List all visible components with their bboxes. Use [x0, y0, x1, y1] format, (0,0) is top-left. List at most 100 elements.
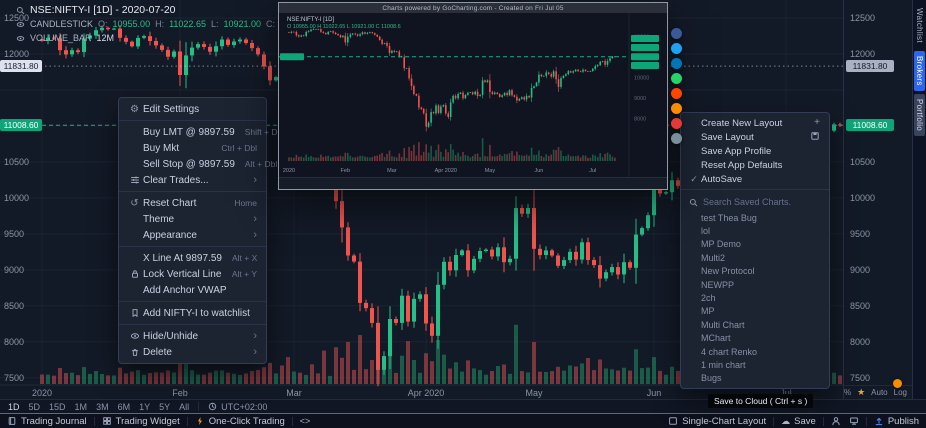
open-value: 10955.00 — [112, 19, 151, 29]
timeframe-5y[interactable]: 5Y — [159, 401, 171, 412]
symbol-title: NSE:NIFTY-I [1D] - 2020-07-20 — [30, 4, 176, 16]
share-reddit-icon[interactable] — [671, 88, 682, 99]
menu-item-theme[interactable]: Theme › — [143, 213, 257, 225]
single-chart-layout-button[interactable]: Single-Chart Layout — [668, 416, 766, 427]
star-icon[interactable]: ★ — [857, 387, 866, 397]
svg-text:Jul: Jul — [589, 168, 596, 174]
price-alert-badge[interactable]: 11831.80 — [846, 60, 894, 73]
timeframe-3m[interactable]: 3M — [96, 401, 109, 412]
price-alert-badge-left[interactable]: 11831.80 — [0, 60, 42, 73]
timeframe-5d[interactable]: 5D — [28, 401, 41, 412]
svg-text:Jul: Jul — [780, 388, 792, 398]
journal-icon — [8, 417, 16, 425]
menu-item-create-new-layout[interactable]: Create New Layout + — [701, 117, 820, 129]
menu-item-buy-mkt[interactable]: Buy Mkt Ctrl + Dbl — [143, 142, 257, 154]
svg-text:Apr 2020: Apr 2020 — [408, 388, 445, 398]
last-price-badge-left[interactable]: 11008.60 — [0, 119, 42, 132]
auto-scale-toggle[interactable]: Auto — [871, 388, 888, 397]
menu-item-reset-app-defaults[interactable]: Reset App Defaults — [701, 159, 783, 171]
menu-item-reset-chart[interactable]: ↺ Reset Chart Home — [119, 195, 266, 211]
menu-item-save-layout[interactable]: Save Layout — [681, 130, 829, 144]
saved-chart-item[interactable]: Multi Chart — [701, 319, 745, 330]
price-axis[interactable]: 12500 12000 10500 10000 9500 9000 8500 8000 7500… — [843, 0, 912, 399]
saved-chart-item[interactable]: MP — [701, 306, 715, 317]
price-tick: 8500 — [850, 300, 871, 311]
menu-item-lock-vertical-line[interactable]: Lock Vertical Line Alt + Y — [119, 266, 266, 282]
one-click-trading-button[interactable]: One-Click Trading — [195, 416, 285, 427]
percent-scale-toggle[interactable]: % — [843, 388, 852, 397]
menu-item-appearance[interactable]: Appearance › — [143, 229, 257, 241]
trash-icon — [126, 347, 143, 357]
menu-item-buy-lmt[interactable]: Buy LMT @ 9897.59 Shift + Dbl — [143, 126, 285, 138]
timeframe-all[interactable]: All — [179, 401, 190, 412]
saved-chart-item[interactable]: Bugs — [701, 373, 722, 384]
menu-item-sell-stop[interactable]: Sell Stop @ 9897.59 Alt + Dbl — [143, 158, 278, 170]
code-icon: <> — [299, 415, 311, 426]
menu-item-delete[interactable]: Delete › — [119, 344, 266, 360]
fullscreen-button[interactable] — [849, 416, 859, 426]
share-twitter-icon[interactable] — [671, 43, 682, 54]
svg-text:May: May — [525, 388, 543, 398]
menu-item-autosave[interactable]: ✓ AutoSave — [681, 172, 829, 186]
saved-chart-item[interactable]: Multi2 — [701, 252, 726, 263]
menu-item-x-line[interactable]: X Line At 9897.59 Alt + X — [143, 252, 258, 264]
trading-widget-button[interactable]: Trading Widget — [102, 416, 180, 427]
price-tick: 9500 — [850, 228, 871, 239]
code-button[interactable]: <> — [299, 415, 311, 426]
menu-item-save-app-profile[interactable]: Save App Profile — [701, 145, 772, 157]
saved-chart-item[interactable]: lol — [701, 226, 711, 237]
menu-item-add-anchor-vwap[interactable]: Add Anchor VWAP — [143, 284, 227, 296]
notification-dot[interactable] — [893, 379, 902, 388]
low-value: 10921.00 — [223, 19, 262, 29]
save-button[interactable]: ☁ Save — [781, 415, 816, 427]
menu-item-clear-trades[interactable]: Clear Trades... › — [119, 172, 266, 188]
timeframe-15d[interactable]: 15D — [49, 401, 66, 412]
chart-preview-popup[interactable]: Charts powered by GoCharting.com - Creat… — [278, 2, 668, 190]
symbol-search-icon[interactable] — [16, 6, 25, 15]
menu-item-edit-settings[interactable]: ⚙ Edit Settings — [119, 101, 266, 117]
menu-item-hide-unhide[interactable]: Hide/Unhide › — [119, 328, 266, 344]
share-email-icon[interactable] — [671, 133, 682, 144]
saved-chart-item[interactable]: test Thea Bug — [701, 212, 757, 223]
eye-icon[interactable] — [16, 20, 25, 29]
timeframe-1d[interactable]: 1D — [8, 401, 20, 412]
menu-divider — [119, 301, 266, 302]
saved-charts-search-input[interactable]: Search Saved Charts. — [681, 193, 829, 211]
share-blogger-icon[interactable] — [671, 103, 682, 114]
tab-portfolio[interactable]: Portfolio — [914, 93, 925, 136]
saved-chart-item[interactable]: 1 min chart — [701, 359, 746, 370]
lock-icon — [126, 269, 143, 279]
publish-button[interactable]: Publish — [874, 416, 919, 427]
chevron-right-icon: › — [253, 174, 257, 186]
share-pinterest-icon[interactable] — [671, 118, 682, 129]
saved-chart-item[interactable]: New Protocol — [701, 266, 755, 277]
study-name: CANDLESTICK — [30, 19, 94, 29]
saved-chart-item[interactable]: MChart — [701, 333, 731, 344]
tab-brokers[interactable]: Brokers — [914, 50, 925, 91]
saved-chart-item[interactable]: NEWPP — [701, 279, 735, 290]
chevron-right-icon: › — [253, 213, 257, 225]
account-button[interactable] — [831, 416, 841, 426]
share-facebook-icon[interactable] — [671, 28, 682, 39]
eye-icon[interactable] — [16, 34, 25, 43]
timeframe-6m[interactable]: 6M — [117, 401, 131, 412]
timeframe-1y[interactable]: 1Y — [139, 401, 151, 412]
log-scale-toggle[interactable]: Log — [893, 388, 907, 397]
divider — [291, 416, 293, 426]
divider — [198, 402, 200, 411]
menu-item-add-to-watchlist[interactable]: Add NIFTY-I to watchlist — [119, 305, 266, 321]
timezone-selector[interactable]: UTC+02:00 — [208, 402, 267, 412]
share-linkedin-icon[interactable] — [671, 58, 682, 69]
share-whatsapp-icon[interactable] — [671, 73, 682, 84]
symbol-row[interactable]: NSE:NIFTY-I [1D] - 2020-07-20 — [16, 3, 312, 17]
saved-chart-item[interactable]: 4 chart Renko — [701, 346, 758, 357]
volume-study-row: VOLUME_BAR 12M — [16, 31, 312, 45]
axis-settings-row: % ★ Auto Log — [844, 385, 912, 399]
tab-watchlist[interactable]: Watchlist — [915, 8, 924, 43]
timeframe-1m[interactable]: 1M — [74, 401, 88, 412]
saved-chart-item[interactable]: MP Demo — [701, 239, 741, 250]
trading-journal-button[interactable]: Trading Journal — [7, 416, 87, 427]
svg-text:2020: 2020 — [283, 168, 295, 174]
saved-chart-item[interactable]: 2ch — [701, 293, 716, 304]
last-price-badge[interactable]: 11008.60 — [846, 119, 894, 132]
